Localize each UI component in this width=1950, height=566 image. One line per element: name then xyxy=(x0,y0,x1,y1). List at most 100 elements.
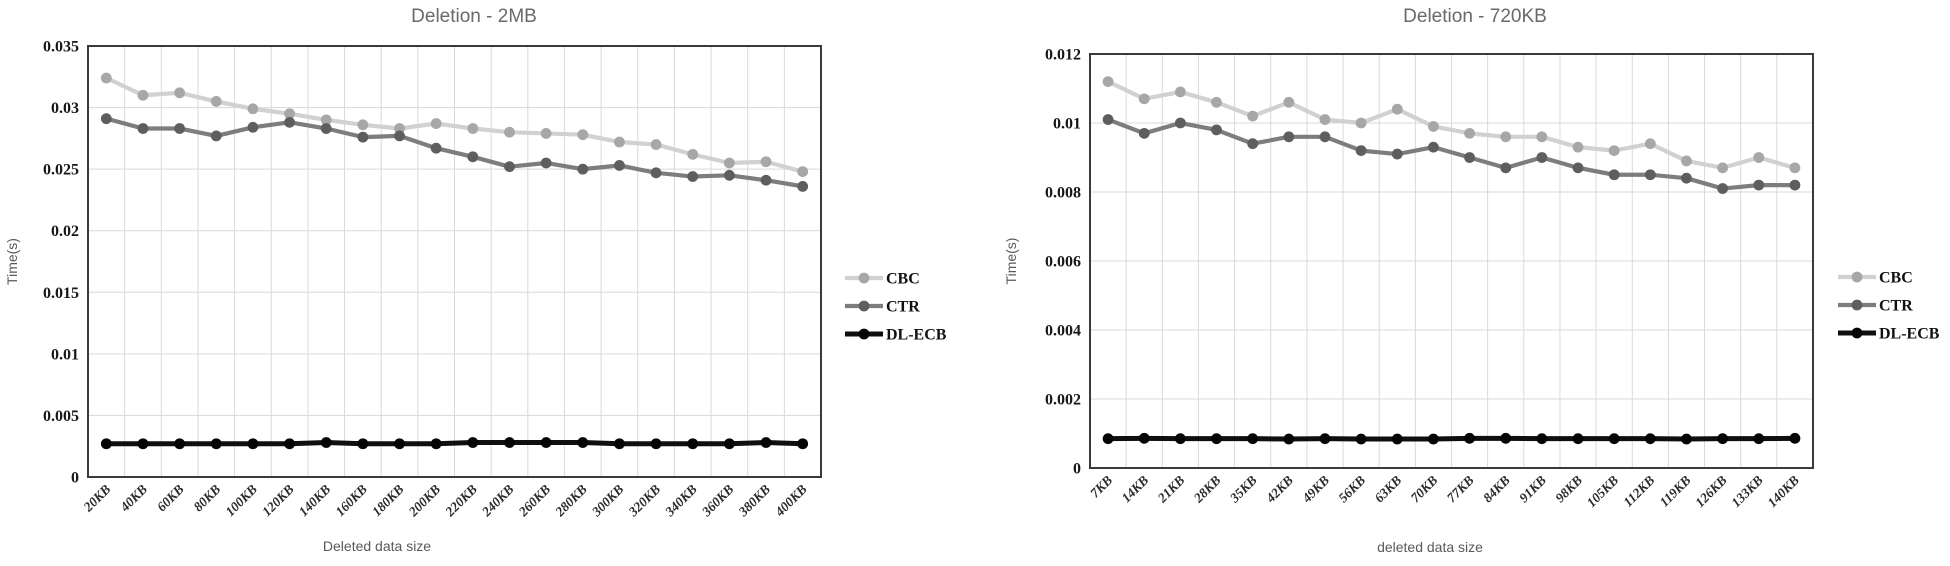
series-point-DL-ECB xyxy=(100,438,112,450)
series-point-DL-ECB xyxy=(614,438,625,450)
series-point-CTR xyxy=(1789,179,1801,191)
series-point-DL-ECB xyxy=(1753,433,1765,445)
x-tick-label: 280KB xyxy=(552,482,590,520)
x-tick-label: 49KB xyxy=(1298,473,1332,507)
series-point-DL-ECB xyxy=(430,438,442,450)
series-point-CBC xyxy=(504,126,515,138)
y-tick-label: 0.035 xyxy=(43,39,79,56)
series-point-CTR xyxy=(760,174,772,186)
x-tick-label: 100KB xyxy=(222,482,260,520)
legend-label: CTR xyxy=(886,299,920,316)
series-point-CBC xyxy=(467,123,479,134)
x-tick-label: 42KB xyxy=(1262,473,1296,507)
legend-swatch-marker xyxy=(1851,271,1863,283)
legend-label: CBC xyxy=(1879,270,1913,287)
series-point-CBC xyxy=(1428,121,1439,132)
series-point-DL-ECB xyxy=(1138,432,1150,444)
series-point-DL-ECB xyxy=(1608,433,1620,445)
legend-item-CBC: CBC xyxy=(845,271,920,288)
chart-title: Deletion - 720KB xyxy=(1403,6,1547,27)
series-point-CTR xyxy=(1211,124,1222,136)
series-point-CBC xyxy=(247,103,259,115)
series-point-CBC xyxy=(1138,93,1150,105)
x-axis-title: deleted data size xyxy=(1377,539,1483,555)
x-tick-label: 133KB xyxy=(1728,473,1766,511)
series-point-DL-ECB xyxy=(1464,432,1475,444)
x-tick-label: 77KB xyxy=(1444,473,1477,506)
series-point-DL-ECB xyxy=(210,438,222,450)
series-line-DL-ECB xyxy=(1105,435,1798,442)
series-point-CTR xyxy=(577,163,589,175)
series-point-CTR xyxy=(174,123,186,134)
x-tick-label: 105KB xyxy=(1584,473,1622,511)
series-point-CBC xyxy=(650,139,662,150)
series-point-CBC xyxy=(1319,114,1331,125)
x-tick-label: 140KB xyxy=(296,482,334,520)
series-point-CTR xyxy=(1428,141,1439,153)
series-point-DL-ECB xyxy=(320,437,332,448)
legend-item-CTR: CTR xyxy=(1838,298,1913,315)
x-tick-label: 40KB xyxy=(116,482,150,516)
chart-title: Deletion - 2MB xyxy=(411,6,537,27)
y-tick-label: 0.01 xyxy=(51,346,79,363)
series-point-CBC xyxy=(210,96,222,107)
x-tick-label: 14KB xyxy=(1118,473,1151,506)
series-point-CTR xyxy=(1283,131,1295,143)
series-point-DL-ECB xyxy=(760,437,772,448)
x-tick-label: 320KB xyxy=(625,482,663,520)
series-point-DL-ECB xyxy=(1355,433,1367,445)
y-tick-label: 0.025 xyxy=(43,162,79,179)
x-tick-label: 126KB xyxy=(1692,473,1730,511)
x-tick-label: 80KB xyxy=(191,482,224,515)
series-point-CBC xyxy=(1174,86,1186,98)
x-tick-label: 160KB xyxy=(332,482,370,520)
legend-item-DL-ECB: DL-ECB xyxy=(845,327,947,344)
series-point-DL-ECB xyxy=(1174,433,1186,445)
series-point-CTR xyxy=(1644,169,1656,181)
x-tick-label: 240KB xyxy=(478,482,516,520)
series-point-CTR xyxy=(1319,131,1331,143)
series-point-CTR xyxy=(1717,183,1729,194)
series-point-CBC xyxy=(797,166,809,178)
series-point-DL-ECB xyxy=(1644,433,1656,445)
series-point-DL-ECB xyxy=(1428,433,1439,445)
series-point-CBC xyxy=(1391,103,1403,115)
legend-label: CBC xyxy=(886,271,920,288)
legend-label: DL-ECB xyxy=(1879,326,1940,343)
series-point-DL-ECB xyxy=(467,437,479,448)
x-tick-label: 120KB xyxy=(259,482,297,520)
x-tick-label: 140KB xyxy=(1764,473,1802,511)
series-point-DL-ECB xyxy=(1211,433,1222,445)
y-tick-label: 0.015 xyxy=(43,285,79,302)
series-point-CTR xyxy=(430,142,442,154)
series-point-CBC xyxy=(577,129,589,141)
series-line-CTR xyxy=(1105,117,1798,191)
y-tick-label: 0.008 xyxy=(1045,185,1081,202)
series-point-CTR xyxy=(504,161,515,173)
series-point-CBC xyxy=(430,118,442,129)
series-point-DL-ECB xyxy=(247,438,259,450)
x-tick-label: 200KB xyxy=(405,482,443,520)
y-tick-label: 0.006 xyxy=(1045,254,1081,271)
x-tick-label: 63KB xyxy=(1372,473,1405,506)
series-point-CBC xyxy=(760,156,772,168)
series-point-CTR xyxy=(687,171,699,182)
legend-swatch-marker xyxy=(1851,299,1863,311)
x-tick-label: 180KB xyxy=(369,482,407,520)
legend-label: CTR xyxy=(1879,298,1913,315)
legend-swatch-marker xyxy=(858,328,870,340)
x-tick-label: 60KB xyxy=(154,482,187,515)
series-point-CBC xyxy=(1681,155,1692,167)
x-tick-label: 360KB xyxy=(698,482,736,520)
series-point-DL-ECB xyxy=(1391,433,1403,445)
series-point-CBC xyxy=(394,123,405,134)
series-point-CTR xyxy=(723,169,735,181)
series-point-DL-ECB xyxy=(284,438,295,450)
series-point-DL-ECB xyxy=(137,438,149,450)
series-point-DL-ECB xyxy=(174,438,186,450)
legend-item-CBC: CBC xyxy=(1838,270,1913,287)
series-point-CTR xyxy=(1464,152,1475,163)
legend-swatch-marker xyxy=(858,272,870,284)
series-point-DL-ECB xyxy=(1789,432,1801,444)
series-point-DL-ECB xyxy=(1681,433,1692,445)
